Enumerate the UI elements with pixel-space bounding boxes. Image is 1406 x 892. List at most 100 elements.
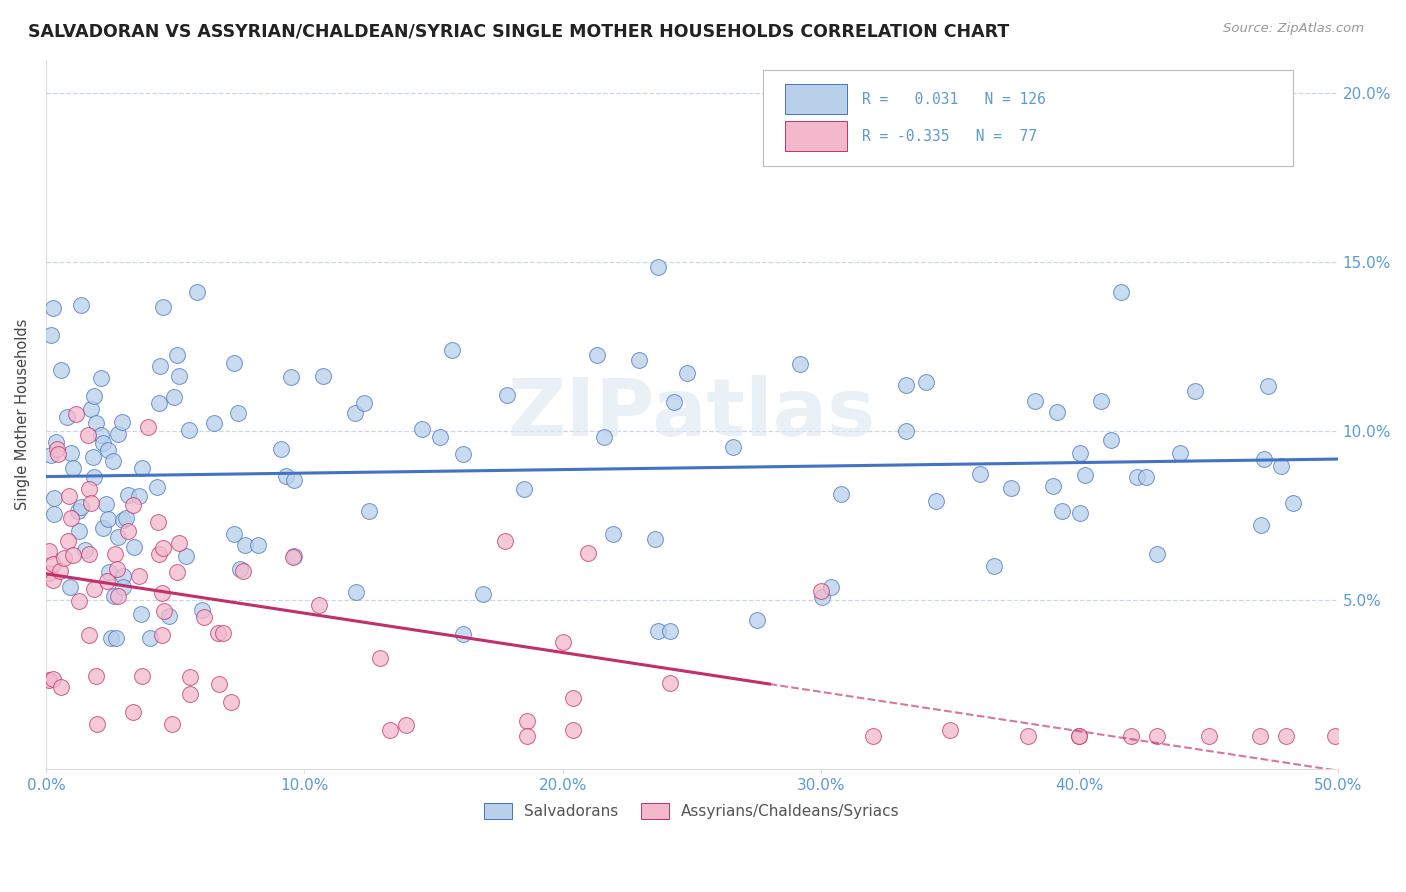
Point bbox=[90, 371, 112, 385]
Point bbox=[628, 353, 651, 368]
Point bbox=[1069, 506, 1091, 520]
Point bbox=[1090, 393, 1112, 408]
Point bbox=[359, 504, 381, 518]
Point bbox=[111, 513, 134, 527]
Point bbox=[1069, 729, 1091, 743]
Bar bbox=[785, 85, 846, 114]
Point bbox=[896, 424, 918, 438]
Bar bbox=[785, 121, 846, 151]
Point bbox=[55, 409, 77, 424]
Point bbox=[70, 500, 93, 514]
Point bbox=[1074, 468, 1097, 483]
Point bbox=[157, 609, 180, 624]
Point bbox=[586, 349, 609, 363]
Point bbox=[41, 557, 63, 571]
Point bbox=[276, 468, 298, 483]
Point bbox=[513, 482, 536, 496]
Point bbox=[83, 470, 105, 484]
Point bbox=[82, 450, 104, 465]
Point bbox=[80, 495, 103, 509]
Point bbox=[1119, 729, 1142, 743]
Point bbox=[283, 549, 305, 563]
Point bbox=[191, 603, 214, 617]
Point bbox=[451, 447, 474, 461]
Point bbox=[983, 558, 1005, 573]
Point bbox=[122, 498, 145, 512]
Point bbox=[45, 442, 67, 456]
Point bbox=[39, 449, 62, 463]
Point bbox=[79, 547, 101, 561]
Point bbox=[45, 434, 67, 449]
Point bbox=[42, 301, 65, 315]
Point bbox=[1017, 729, 1039, 743]
Point bbox=[451, 627, 474, 641]
Point bbox=[344, 584, 367, 599]
Point bbox=[344, 406, 367, 420]
Y-axis label: Single Mother Households: Single Mother Households bbox=[15, 318, 30, 510]
Point bbox=[193, 610, 215, 624]
Point bbox=[105, 562, 128, 576]
Point bbox=[83, 389, 105, 403]
Point bbox=[166, 347, 188, 361]
Point bbox=[122, 705, 145, 719]
Point bbox=[139, 631, 162, 645]
Point bbox=[62, 461, 84, 475]
Point bbox=[647, 624, 669, 639]
Point bbox=[122, 540, 145, 554]
Point bbox=[80, 402, 103, 417]
Point bbox=[179, 671, 201, 685]
Point bbox=[129, 607, 152, 622]
Point bbox=[93, 521, 115, 535]
Point bbox=[1146, 547, 1168, 561]
Point bbox=[152, 300, 174, 314]
Point bbox=[939, 723, 962, 737]
Point bbox=[516, 714, 538, 728]
Point bbox=[58, 489, 80, 503]
Point bbox=[38, 544, 60, 558]
Point bbox=[553, 634, 575, 648]
Point bbox=[308, 599, 330, 613]
Point bbox=[42, 673, 65, 687]
Point bbox=[62, 548, 84, 562]
Point bbox=[131, 669, 153, 683]
Point bbox=[56, 534, 79, 549]
Point bbox=[1069, 446, 1091, 460]
Point bbox=[1250, 517, 1272, 532]
Point bbox=[471, 587, 494, 601]
Point bbox=[104, 548, 127, 562]
Point bbox=[67, 594, 90, 608]
Point bbox=[49, 564, 72, 578]
Point bbox=[1249, 729, 1271, 743]
Point bbox=[495, 388, 517, 402]
Point bbox=[59, 580, 82, 594]
Point bbox=[208, 677, 231, 691]
Point bbox=[136, 420, 159, 434]
Point bbox=[77, 482, 100, 496]
Point bbox=[131, 460, 153, 475]
Point bbox=[592, 430, 614, 444]
Point bbox=[44, 491, 66, 505]
Point bbox=[1024, 394, 1046, 409]
Point bbox=[107, 530, 129, 544]
Point bbox=[494, 533, 516, 548]
Point bbox=[747, 613, 769, 627]
Point bbox=[179, 687, 201, 701]
Point bbox=[51, 680, 73, 694]
Point bbox=[67, 524, 90, 539]
Point bbox=[395, 718, 418, 732]
Point bbox=[915, 375, 938, 389]
Point bbox=[576, 546, 599, 560]
Point bbox=[38, 566, 60, 580]
Point bbox=[862, 729, 884, 743]
FancyBboxPatch shape bbox=[763, 70, 1292, 166]
Point bbox=[644, 532, 666, 546]
Point bbox=[1126, 470, 1149, 484]
Point bbox=[211, 626, 233, 640]
Point bbox=[1109, 285, 1132, 299]
Point bbox=[659, 675, 682, 690]
Text: SALVADORAN VS ASSYRIAN/CHALDEAN/SYRIAC SINGLE MOTHER HOUSEHOLDS CORRELATION CHAR: SALVADORAN VS ASSYRIAN/CHALDEAN/SYRIAC S… bbox=[28, 22, 1010, 40]
Point bbox=[111, 568, 134, 582]
Point bbox=[441, 343, 464, 357]
Point bbox=[894, 377, 917, 392]
Point bbox=[925, 493, 948, 508]
